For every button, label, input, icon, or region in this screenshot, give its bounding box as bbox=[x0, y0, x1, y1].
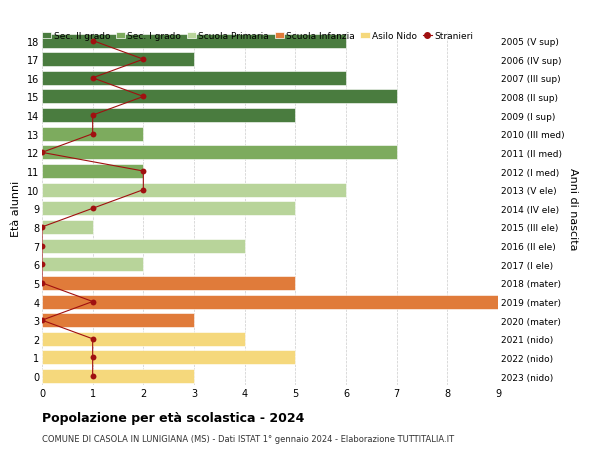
Point bbox=[88, 131, 97, 138]
Point bbox=[37, 261, 47, 269]
Point bbox=[88, 38, 97, 45]
Text: Popolazione per età scolastica - 2024: Popolazione per età scolastica - 2024 bbox=[42, 411, 304, 424]
Bar bbox=[42, 313, 194, 327]
Bar bbox=[42, 146, 397, 160]
Point bbox=[88, 298, 97, 306]
Text: COMUNE DI CASOLA IN LUNIGIANA (MS) - Dati ISTAT 1° gennaio 2024 - Elaborazione T: COMUNE DI CASOLA IN LUNIGIANA (MS) - Dat… bbox=[42, 434, 454, 443]
Point bbox=[88, 205, 97, 213]
Bar bbox=[42, 257, 143, 272]
Bar bbox=[42, 72, 346, 86]
Point bbox=[139, 94, 148, 101]
Y-axis label: Età alunni: Età alunni bbox=[11, 181, 21, 237]
Point bbox=[88, 336, 97, 343]
Bar bbox=[42, 351, 295, 364]
Bar bbox=[42, 109, 295, 123]
Legend: Sec. II grado, Sec. I grado, Scuola Primaria, Scuola Infanzia, Asilo Nido, Stran: Sec. II grado, Sec. I grado, Scuola Prim… bbox=[42, 32, 473, 41]
Bar bbox=[42, 53, 194, 67]
Bar bbox=[42, 239, 245, 253]
Point bbox=[139, 56, 148, 64]
Bar bbox=[42, 202, 295, 216]
Point bbox=[37, 317, 47, 324]
Point bbox=[139, 168, 148, 175]
Bar bbox=[42, 165, 143, 179]
Bar bbox=[42, 128, 143, 141]
Bar bbox=[42, 220, 92, 235]
Bar bbox=[42, 332, 245, 346]
Point bbox=[88, 354, 97, 361]
Y-axis label: Anni di nascita: Anni di nascita bbox=[568, 168, 578, 250]
Bar bbox=[42, 34, 346, 48]
Point bbox=[88, 373, 97, 380]
Bar bbox=[42, 295, 498, 309]
Bar bbox=[42, 183, 346, 197]
Bar bbox=[42, 369, 194, 383]
Point bbox=[37, 280, 47, 287]
Bar bbox=[42, 90, 397, 104]
Bar bbox=[42, 276, 295, 290]
Point bbox=[88, 112, 97, 119]
Point bbox=[37, 224, 47, 231]
Point bbox=[37, 149, 47, 157]
Point bbox=[37, 242, 47, 250]
Point bbox=[88, 75, 97, 82]
Point bbox=[139, 186, 148, 194]
